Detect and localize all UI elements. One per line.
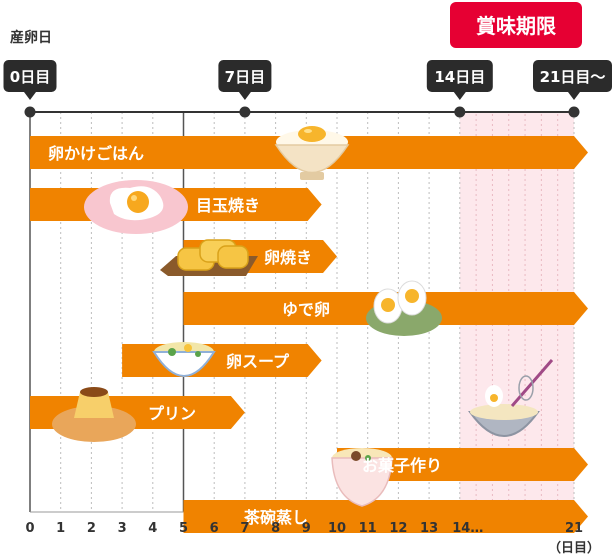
milestone-7: 7日目: [218, 60, 272, 118]
boiled-egg-icon: [366, 280, 442, 336]
usage-bar-label: お菓子作り: [362, 456, 442, 475]
baking-bowl-icon: [468, 359, 554, 437]
milestone-0: 0日目: [3, 60, 57, 118]
x-tick-label: 10: [328, 521, 346, 536]
pudding-icon: [52, 387, 136, 442]
expiry-badge: 賞味期限: [450, 2, 582, 48]
tamagoyaki-icon: [160, 239, 258, 276]
milestone-21: 21日目〜: [533, 60, 612, 118]
x-axis-unit: （日目）: [548, 540, 600, 556]
x-tick-label: 0: [25, 521, 34, 536]
milestone-dot: [454, 106, 466, 118]
milestone-14: 14日目: [426, 60, 493, 118]
rice-bowl-with-egg-icon: [274, 126, 350, 180]
usage-bar: [122, 344, 322, 377]
x-tick-label: 6: [210, 521, 219, 536]
x-tick-label: 7: [240, 521, 249, 536]
x-tick-label: 3: [118, 521, 127, 536]
origin-label: 産卵日: [10, 29, 52, 46]
x-tick-label: 11: [359, 521, 377, 536]
usage-bar-label: 卵かけごはん: [48, 144, 144, 163]
expiry-badge-text: 賞味期限: [476, 14, 556, 38]
x-tick-label: 14…: [452, 521, 483, 536]
milestone-label: 0日目: [10, 68, 50, 86]
x-tick-label: 2: [87, 521, 96, 536]
x-tick-label: 4: [148, 521, 157, 536]
x-tick-label: 8: [271, 521, 280, 536]
x-tick-label: 9: [302, 521, 311, 536]
x-tick-label: 21: [565, 521, 583, 536]
usage-bar-label: プリン: [148, 404, 196, 423]
fried-egg-icon: [84, 180, 188, 234]
usage-bar-label: ゆで卵: [282, 300, 330, 319]
milestone-dot: [24, 106, 36, 118]
usage-bar: [183, 500, 588, 533]
milestone-labels: 0日目 7日目 14日目 21日目〜: [3, 60, 612, 118]
usage-bar-label: 卵スープ: [226, 352, 290, 371]
usage-bar-label: 茶碗蒸し: [243, 508, 308, 527]
milestone-dot: [568, 106, 580, 118]
chawanmushi-icon: [331, 448, 393, 507]
milestone-label: 21日目〜: [540, 68, 606, 86]
usage-bar-label: 卵焼き: [264, 248, 312, 267]
egg-soup-icon: [152, 342, 216, 377]
x-axis-ticks: 0 1 2 3 4 5 6 7 8 9 10 11 12 13 14… 21: [25, 521, 583, 536]
milestone-dot: [239, 106, 251, 118]
x-tick-label: 12: [389, 521, 407, 536]
usage-bar: [337, 448, 588, 481]
milestone-label: 14日目: [434, 68, 485, 86]
milestone-label: 7日目: [225, 68, 265, 86]
x-tick-label: 13: [420, 521, 438, 536]
usage-bar-label: 目玉焼き: [196, 196, 260, 215]
x-tick-label: 1: [56, 521, 65, 536]
x-tick-label: 5: [179, 521, 188, 536]
